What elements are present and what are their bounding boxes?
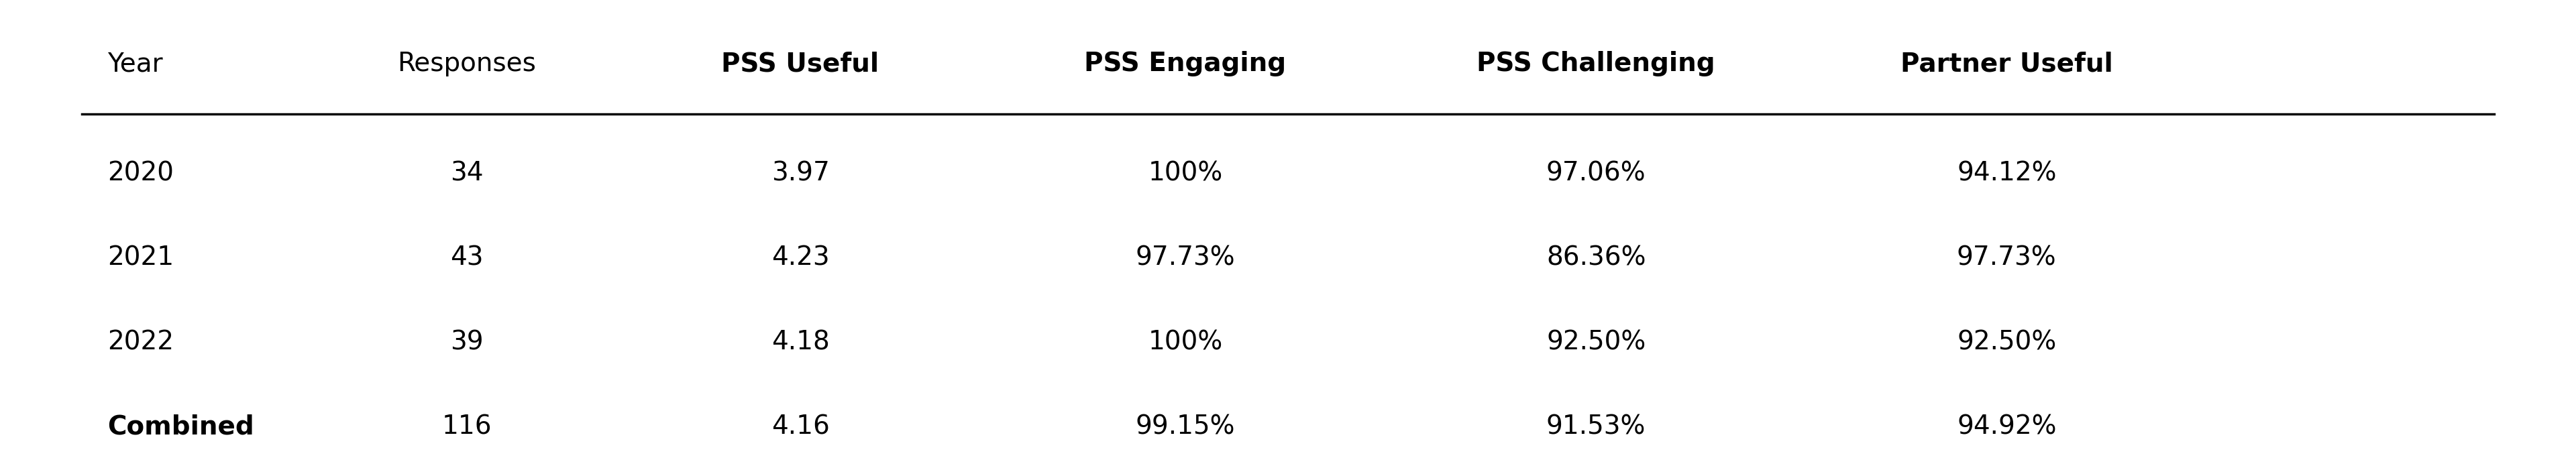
Text: 100%: 100%	[1149, 161, 1224, 186]
Text: 92.50%: 92.50%	[1546, 330, 1646, 356]
Text: 116: 116	[440, 414, 492, 440]
Text: Combined: Combined	[108, 414, 255, 440]
Text: 2022: 2022	[108, 330, 173, 356]
Text: 99.15%: 99.15%	[1136, 414, 1234, 440]
Text: 97.73%: 97.73%	[1136, 246, 1234, 271]
Text: PSS Engaging: PSS Engaging	[1084, 51, 1285, 77]
Text: 97.06%: 97.06%	[1546, 161, 1646, 186]
Text: 39: 39	[451, 330, 484, 356]
Text: 2021: 2021	[108, 246, 173, 271]
Text: 4.16: 4.16	[770, 414, 829, 440]
Text: Year: Year	[108, 51, 162, 77]
Text: 4.23: 4.23	[770, 246, 829, 271]
Text: 94.92%: 94.92%	[1958, 414, 2056, 440]
Text: 97.73%: 97.73%	[1958, 246, 2056, 271]
Text: 4.18: 4.18	[770, 330, 829, 356]
Text: 43: 43	[451, 246, 484, 271]
Text: PSS Challenging: PSS Challenging	[1476, 51, 1716, 77]
Text: 3.97: 3.97	[770, 161, 829, 186]
Text: 86.36%: 86.36%	[1546, 246, 1646, 271]
Text: 94.12%: 94.12%	[1958, 161, 2056, 186]
Text: 2020: 2020	[108, 161, 173, 186]
Text: Responses: Responses	[397, 51, 536, 77]
Text: 34: 34	[451, 161, 484, 186]
Text: 91.53%: 91.53%	[1546, 414, 1646, 440]
Text: 92.50%: 92.50%	[1958, 330, 2056, 356]
Text: Partner Useful: Partner Useful	[1901, 51, 2112, 77]
Text: PSS Useful: PSS Useful	[721, 51, 878, 77]
Text: 100%: 100%	[1149, 330, 1224, 356]
